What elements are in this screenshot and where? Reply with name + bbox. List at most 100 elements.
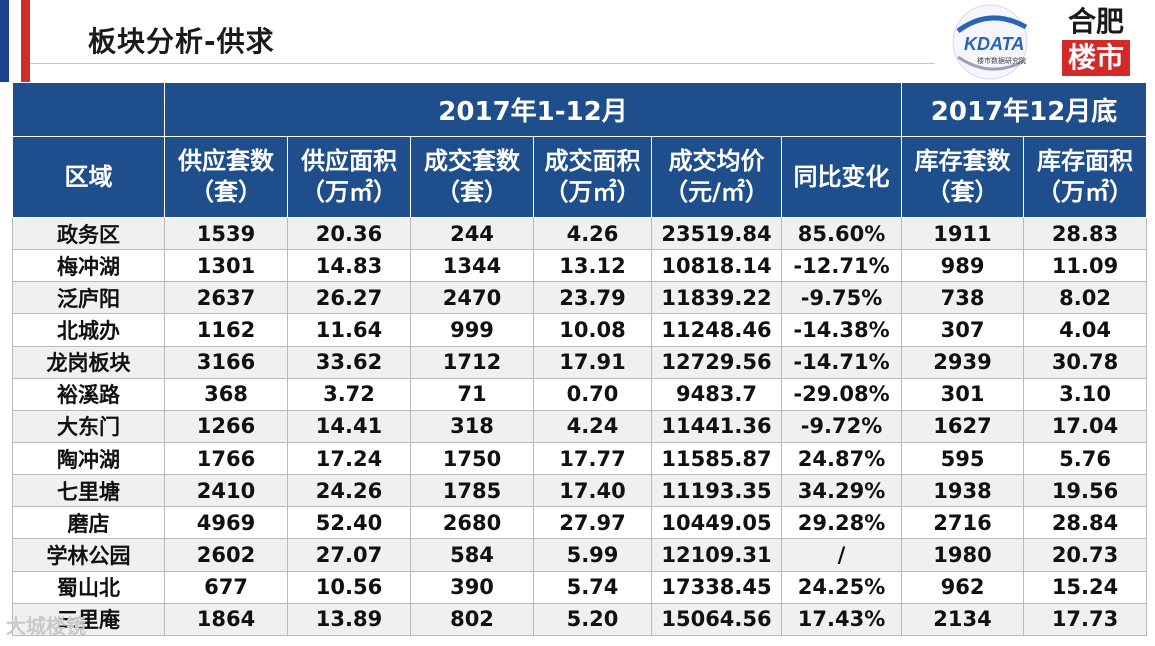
cell-deal-area: 5.74: [533, 570, 652, 604]
cell-deal-units: 584: [410, 538, 534, 572]
cell-avg-price: 11193.35: [651, 474, 782, 508]
column-header-region: 区域: [12, 136, 165, 218]
cell-supply-units: 1539: [164, 216, 288, 251]
table-row: 陶冲湖 1766 17.24 1750 17.77 11585.87 24.87% 595 5.…: [12, 441, 1148, 476]
kdata-logo-name: KDATA: [964, 34, 1024, 54]
cell-supply-area: 26.27: [287, 281, 411, 315]
table-row: 裕溪路 368 3.72 71 0.70 9483.7 -29.08% 301 3.10: [12, 377, 1148, 411]
cell-supply-units: 2602: [164, 538, 288, 572]
cell-supply-area: 13.89: [287, 602, 411, 637]
column-header-unit: （套）: [926, 178, 999, 206]
cell-region: 龙岗板块: [12, 345, 165, 379]
column-header-label: 区域: [64, 162, 113, 191]
cell-yoy: 29.28%: [780, 506, 903, 540]
column-header-label: 成交面积: [544, 147, 641, 175]
cell-deal-area: 10.08: [533, 313, 652, 347]
cell-avg-price: 11441.36: [651, 409, 782, 443]
cell-deal-units: 1712: [410, 345, 534, 379]
hefei-loushi-logo: 合肥 楼市: [1051, 0, 1141, 80]
column-header-deal-area: 成交面积 （万㎡）: [533, 136, 652, 218]
cell-avg-price: 12109.31: [651, 538, 782, 572]
cell-region: 梅冲湖: [12, 249, 165, 283]
accent-bar-white: [9, 0, 21, 82]
cell-stock-units: 2716: [901, 506, 1025, 540]
period-main-header: 2017年1-12月: [163, 82, 903, 137]
cell-stock-area: 20.73: [1023, 538, 1148, 572]
cell-region: 北城办: [12, 313, 165, 347]
table-row: 三里庵 1864 13.89 802 5.20 15064.56 17.43% 2134 17.…: [12, 602, 1148, 637]
accent-bar-red: [21, 0, 30, 82]
cell-region: 七里塘: [12, 474, 165, 508]
cell-supply-units: 1162: [164, 313, 288, 347]
column-header-unit: （万㎡）: [544, 178, 641, 206]
hefei-logo-top: 合肥: [1067, 5, 1124, 38]
cell-yoy: -9.75%: [780, 281, 903, 315]
column-header-unit: （万㎡）: [1037, 178, 1134, 206]
cell-deal-units: 2470: [410, 281, 534, 315]
kdata-logo-icon: KDATA 楼市数据研究院: [952, 4, 1028, 80]
cell-region: 陶冲湖: [12, 441, 165, 476]
cell-stock-units: 738: [901, 281, 1025, 315]
cell-deal-units: 2680: [410, 506, 534, 540]
cell-supply-units: 1766: [164, 441, 288, 476]
cell-deal-area: 5.99: [533, 538, 652, 572]
cell-stock-area: 17.73: [1023, 602, 1148, 637]
kdata-logo-sub: 楼市数据研究院: [977, 56, 1026, 65]
cell-deal-units: 1344: [410, 249, 534, 283]
page-title: 板块分析-供求: [88, 25, 275, 58]
column-header-stock-units: 库存套数 （套）: [901, 136, 1025, 218]
column-header-label: 成交均价: [668, 147, 765, 175]
cell-avg-price: 9483.7: [651, 377, 782, 411]
cell-supply-area: 20.36: [287, 216, 411, 251]
cell-supply-units: 1864: [164, 602, 288, 637]
cell-stock-units: 1938: [901, 474, 1025, 508]
cell-yoy: -14.71%: [780, 345, 903, 379]
cell-avg-price: 17338.45: [651, 570, 782, 604]
column-header-deal-units: 成交套数 （套）: [410, 136, 534, 218]
table-row: 学林公园 2602 27.07 584 5.99 12109.31/1980 20.73: [12, 538, 1148, 572]
cell-stock-units: 2134: [901, 602, 1025, 637]
column-header-label: 库存套数: [914, 147, 1011, 175]
cell-yoy: 85.60%: [780, 216, 903, 251]
cell-supply-units: 2637: [164, 281, 288, 315]
cell-deal-area: 5.20: [533, 602, 652, 637]
cell-supply-units: 368: [164, 377, 288, 411]
column-header-stock-area: 库存面积 （万㎡）: [1023, 136, 1148, 218]
column-header-supply-area: 供应面积 （万㎡）: [287, 136, 411, 218]
cell-deal-units: 1785: [410, 474, 534, 508]
column-header-unit: （元/㎡）: [664, 178, 769, 206]
cell-yoy: 17.43%: [780, 602, 903, 637]
table-row: 政务区 1539 20.36 244 4.26 23519.84 85.60% 1911 28.…: [12, 216, 1148, 251]
column-header-avg-price: 成交均价 （元/㎡）: [651, 136, 782, 218]
cell-deal-area: 23.79: [533, 281, 652, 315]
cell-stock-area: 15.24: [1023, 570, 1148, 604]
cell-deal-area: 17.40: [533, 474, 652, 508]
cell-stock-units: 1911: [901, 216, 1025, 251]
column-header-unit: （套）: [190, 178, 262, 206]
column-header-unit: （套）: [436, 178, 508, 206]
table-row: 大东门 1266 14.41 318 4.24 11441.36 -9.72% 1627 17.…: [12, 409, 1148, 443]
cell-deal-area: 17.77: [533, 441, 652, 476]
cell-region: 磨店: [12, 506, 165, 540]
cell-region: 政务区: [12, 216, 165, 251]
cell-supply-units: 4969: [164, 506, 288, 540]
cell-deal-area: 27.97: [533, 506, 652, 540]
cell-stock-area: 11.09: [1023, 249, 1148, 283]
cell-yoy: 24.87%: [780, 441, 903, 476]
table-row: 龙岗板块 3166 33.62 1712 17.91 12729.56 -14.71% 293…: [12, 345, 1148, 379]
cell-region: 泛庐阳: [12, 281, 165, 315]
table-row: 泛庐阳 2637 26.27 2470 23.79 11839.22 -9.75% 738 8.…: [12, 281, 1148, 315]
column-header-label: 成交套数: [424, 147, 520, 175]
cell-deal-area: 13.12: [533, 249, 652, 283]
cell-deal-units: 244: [410, 216, 534, 251]
cell-stock-units: 962: [901, 570, 1025, 604]
column-header-label: 供应面积: [301, 147, 397, 175]
cell-supply-units: 677: [164, 570, 288, 604]
cell-yoy: -14.38%: [780, 313, 903, 347]
table-row: 磨店 4969 52.40 2680 27.97 10449.05 29.28% 2716 28…: [12, 506, 1148, 540]
column-header-supply-units: 供应套数 （套）: [164, 136, 288, 218]
cell-yoy: -9.72%: [780, 409, 903, 443]
cell-avg-price: 11839.22: [651, 281, 782, 315]
cell-yoy: -12.71%: [780, 249, 903, 283]
cell-supply-area: 14.41: [287, 409, 411, 443]
